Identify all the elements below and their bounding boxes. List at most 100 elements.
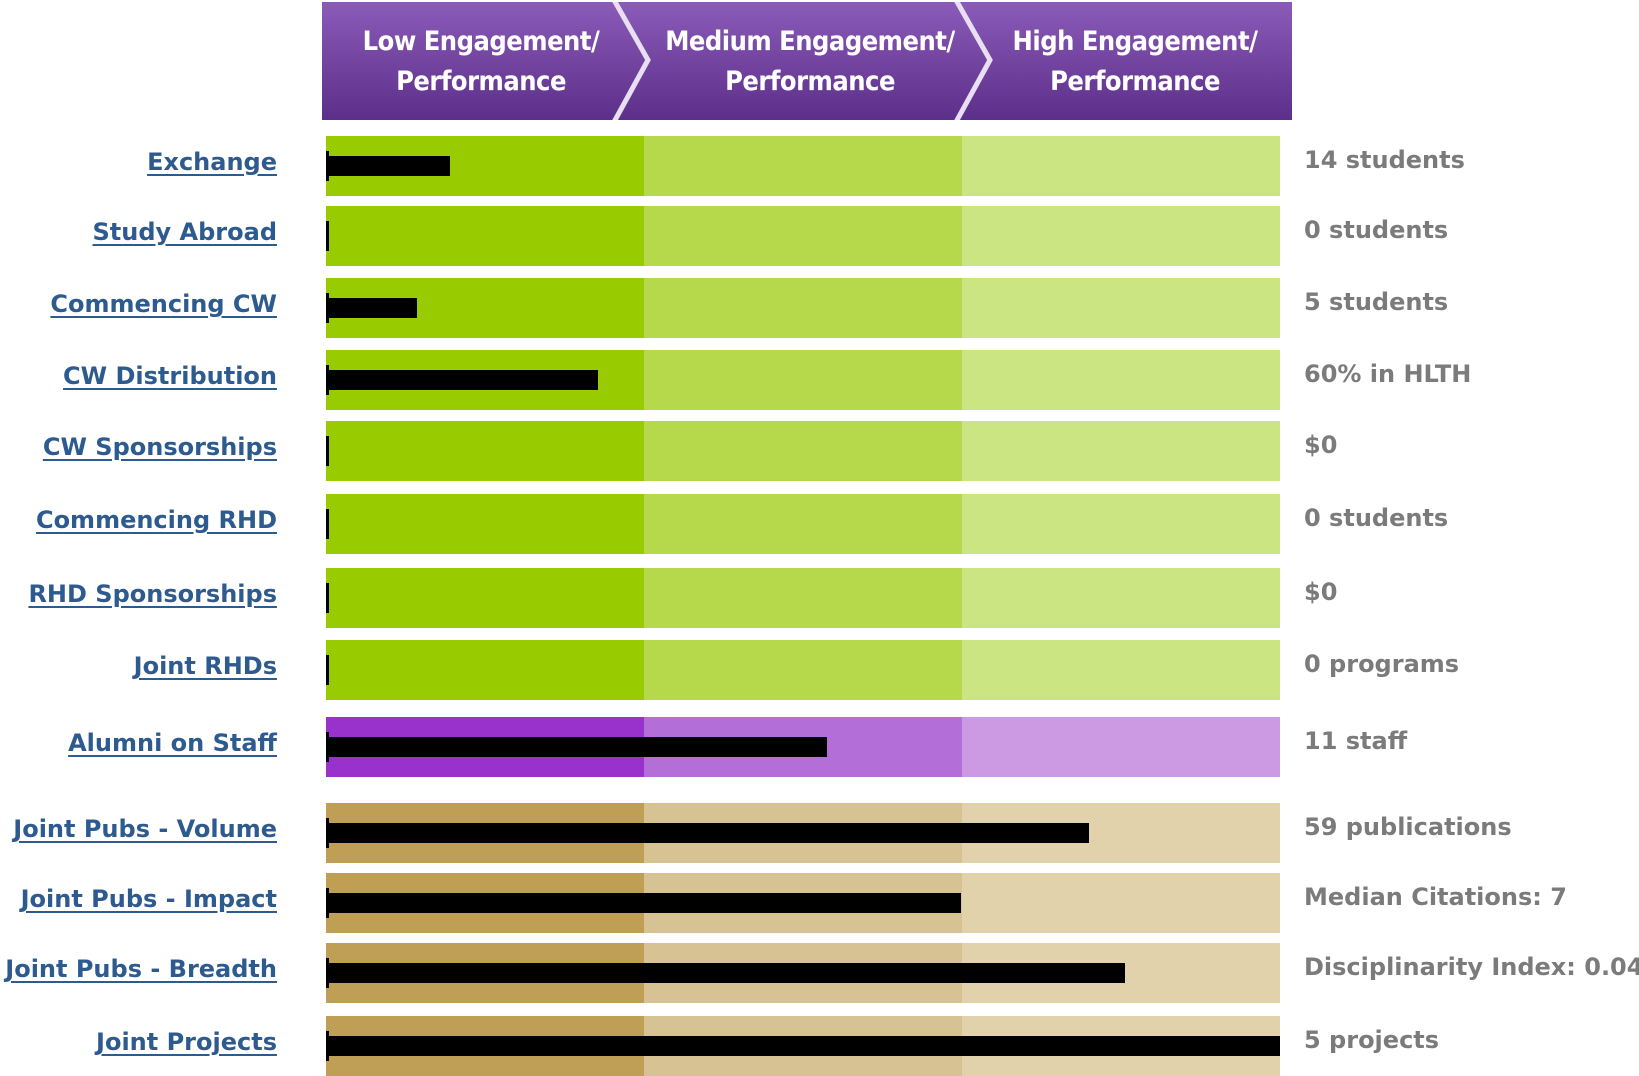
- value-bar: [326, 370, 598, 390]
- value-bar: [326, 156, 450, 176]
- header-chevron-banner: [322, 2, 1292, 120]
- band-segment-low: [326, 421, 644, 481]
- header-col-high-line1: High Engagement/: [1012, 26, 1258, 57]
- row-label-link[interactable]: Joint RHDs: [133, 652, 277, 680]
- band-segment-med: [644, 278, 962, 338]
- header-col-low-line1: Low Engagement/: [362, 26, 600, 57]
- row-band: [326, 494, 1280, 554]
- chart-row: RHD Sponsorships $0: [0, 568, 1639, 628]
- row-band: [326, 136, 1280, 196]
- value-bar: [326, 963, 1125, 983]
- header-col-low: Low Engagement/ Performance: [322, 22, 640, 102]
- header-chevron-1: [612, 2, 651, 120]
- band-segment-high: [962, 136, 1280, 196]
- header-col-medium-line2: Performance: [725, 66, 895, 97]
- row-band: [326, 568, 1280, 628]
- row-value-label: 59 publications: [1304, 813, 1512, 841]
- band-segment-high: [962, 350, 1280, 410]
- header-chevron-2: [954, 2, 993, 120]
- header-col-high: High Engagement/ Performance: [980, 22, 1290, 102]
- chart-row: Commencing CW 5 students: [0, 278, 1639, 338]
- band-segment-med: [644, 136, 962, 196]
- bar-origin-tick: [326, 221, 329, 251]
- value-bar: [326, 1036, 1280, 1056]
- band-segment-low: [326, 206, 644, 266]
- row-value-label: 14 students: [1304, 146, 1465, 174]
- band-segment-med: [644, 568, 962, 628]
- band-segment-med: [644, 421, 962, 481]
- chart-row: CW Sponsorships $0: [0, 421, 1639, 481]
- row-value-label: 0 students: [1304, 504, 1449, 532]
- header-col-low-line2: Performance: [396, 66, 566, 97]
- row-value-label: 5 projects: [1304, 1026, 1440, 1054]
- row-label-link[interactable]: CW Sponsorships: [42, 433, 277, 461]
- band-segment-high: [962, 717, 1280, 777]
- band-segment-med: [644, 494, 962, 554]
- row-band: [326, 278, 1280, 338]
- row-value-label: 11 staff: [1304, 727, 1408, 755]
- row-band: [326, 206, 1280, 266]
- bar-origin-tick: [326, 436, 329, 466]
- chart-row: Commencing RHD 0 students: [0, 494, 1639, 554]
- row-band: [326, 803, 1280, 863]
- row-label-link[interactable]: Joint Pubs - Volume: [13, 815, 277, 843]
- band-segment-high: [962, 278, 1280, 338]
- chart-row: CW Distribution 60% in HLTH: [0, 350, 1639, 410]
- row-band: [326, 640, 1280, 700]
- band-segment-high: [962, 568, 1280, 628]
- engagement-scale-header: Low Engagement/ Performance Medium Engag…: [322, 2, 1292, 120]
- row-label-link[interactable]: Alumni on Staff: [68, 729, 277, 757]
- chart-row: Joint Pubs - Volume 59 publications: [0, 803, 1639, 863]
- value-bar: [326, 823, 1089, 843]
- chart-row: Joint Projects 5 projects: [0, 1016, 1639, 1076]
- row-band: [326, 873, 1280, 933]
- row-label-link[interactable]: Joint Pubs - Breadth: [5, 955, 277, 983]
- row-label-link[interactable]: Exchange: [147, 148, 277, 176]
- band-segment-low: [326, 640, 644, 700]
- value-bar: [326, 737, 827, 757]
- value-bar: [326, 893, 961, 913]
- band-segment-low: [326, 494, 644, 554]
- chart-row: Alumni on Staff 11 staff: [0, 717, 1639, 777]
- band-segment-high: [962, 494, 1280, 554]
- header-col-medium-line1: Medium Engagement/: [665, 26, 955, 57]
- chart-row: Joint Pubs - Breadth Disciplinarity Index…: [0, 943, 1639, 1003]
- band-segment-high: [962, 421, 1280, 481]
- header-col-high-line2: Performance: [1050, 66, 1220, 97]
- row-label-link[interactable]: Joint Projects: [96, 1028, 277, 1056]
- header-background: [322, 2, 1292, 120]
- band-segment-low: [326, 568, 644, 628]
- row-band: [326, 421, 1280, 481]
- band-segment-med: [644, 640, 962, 700]
- value-bar: [326, 298, 417, 318]
- header-col-medium: Medium Engagement/ Performance: [640, 22, 980, 102]
- row-band: [326, 717, 1280, 777]
- band-segment-high: [962, 206, 1280, 266]
- row-label-link[interactable]: Commencing RHD: [35, 506, 277, 534]
- row-value-label: $0: [1304, 431, 1338, 459]
- chart-row: Study Abroad 0 students: [0, 206, 1639, 266]
- row-label-link[interactable]: RHD Sponsorships: [28, 580, 277, 608]
- row-label-link[interactable]: CW Distribution: [63, 362, 277, 390]
- row-value-label: 0 students: [1304, 216, 1449, 244]
- row-band: [326, 1016, 1280, 1076]
- row-value-label: Median Citations: 7: [1304, 883, 1567, 911]
- chart-row: Joint Pubs - Impact Median Citations: 7: [0, 873, 1639, 933]
- row-value-label: 5 students: [1304, 288, 1449, 316]
- row-label-link[interactable]: Study Abroad: [92, 218, 277, 246]
- chart-row: Joint RHDs 0 programs: [0, 640, 1639, 700]
- row-value-label: $0: [1304, 578, 1338, 606]
- row-value-label: 60% in HLTH: [1304, 360, 1472, 388]
- chart-row: Exchange 14 students: [0, 136, 1639, 196]
- bar-origin-tick: [326, 583, 329, 613]
- row-band: [326, 350, 1280, 410]
- band-segment-med: [644, 206, 962, 266]
- band-segment-high: [962, 640, 1280, 700]
- row-value-label: Disciplinarity Index: 0.04: [1304, 953, 1639, 981]
- row-label-link[interactable]: Joint Pubs - Impact: [20, 885, 277, 913]
- row-band: [326, 943, 1280, 1003]
- bar-origin-tick: [326, 509, 329, 539]
- row-value-label: 0 programs: [1304, 650, 1460, 678]
- row-label-link[interactable]: Commencing CW: [50, 290, 277, 318]
